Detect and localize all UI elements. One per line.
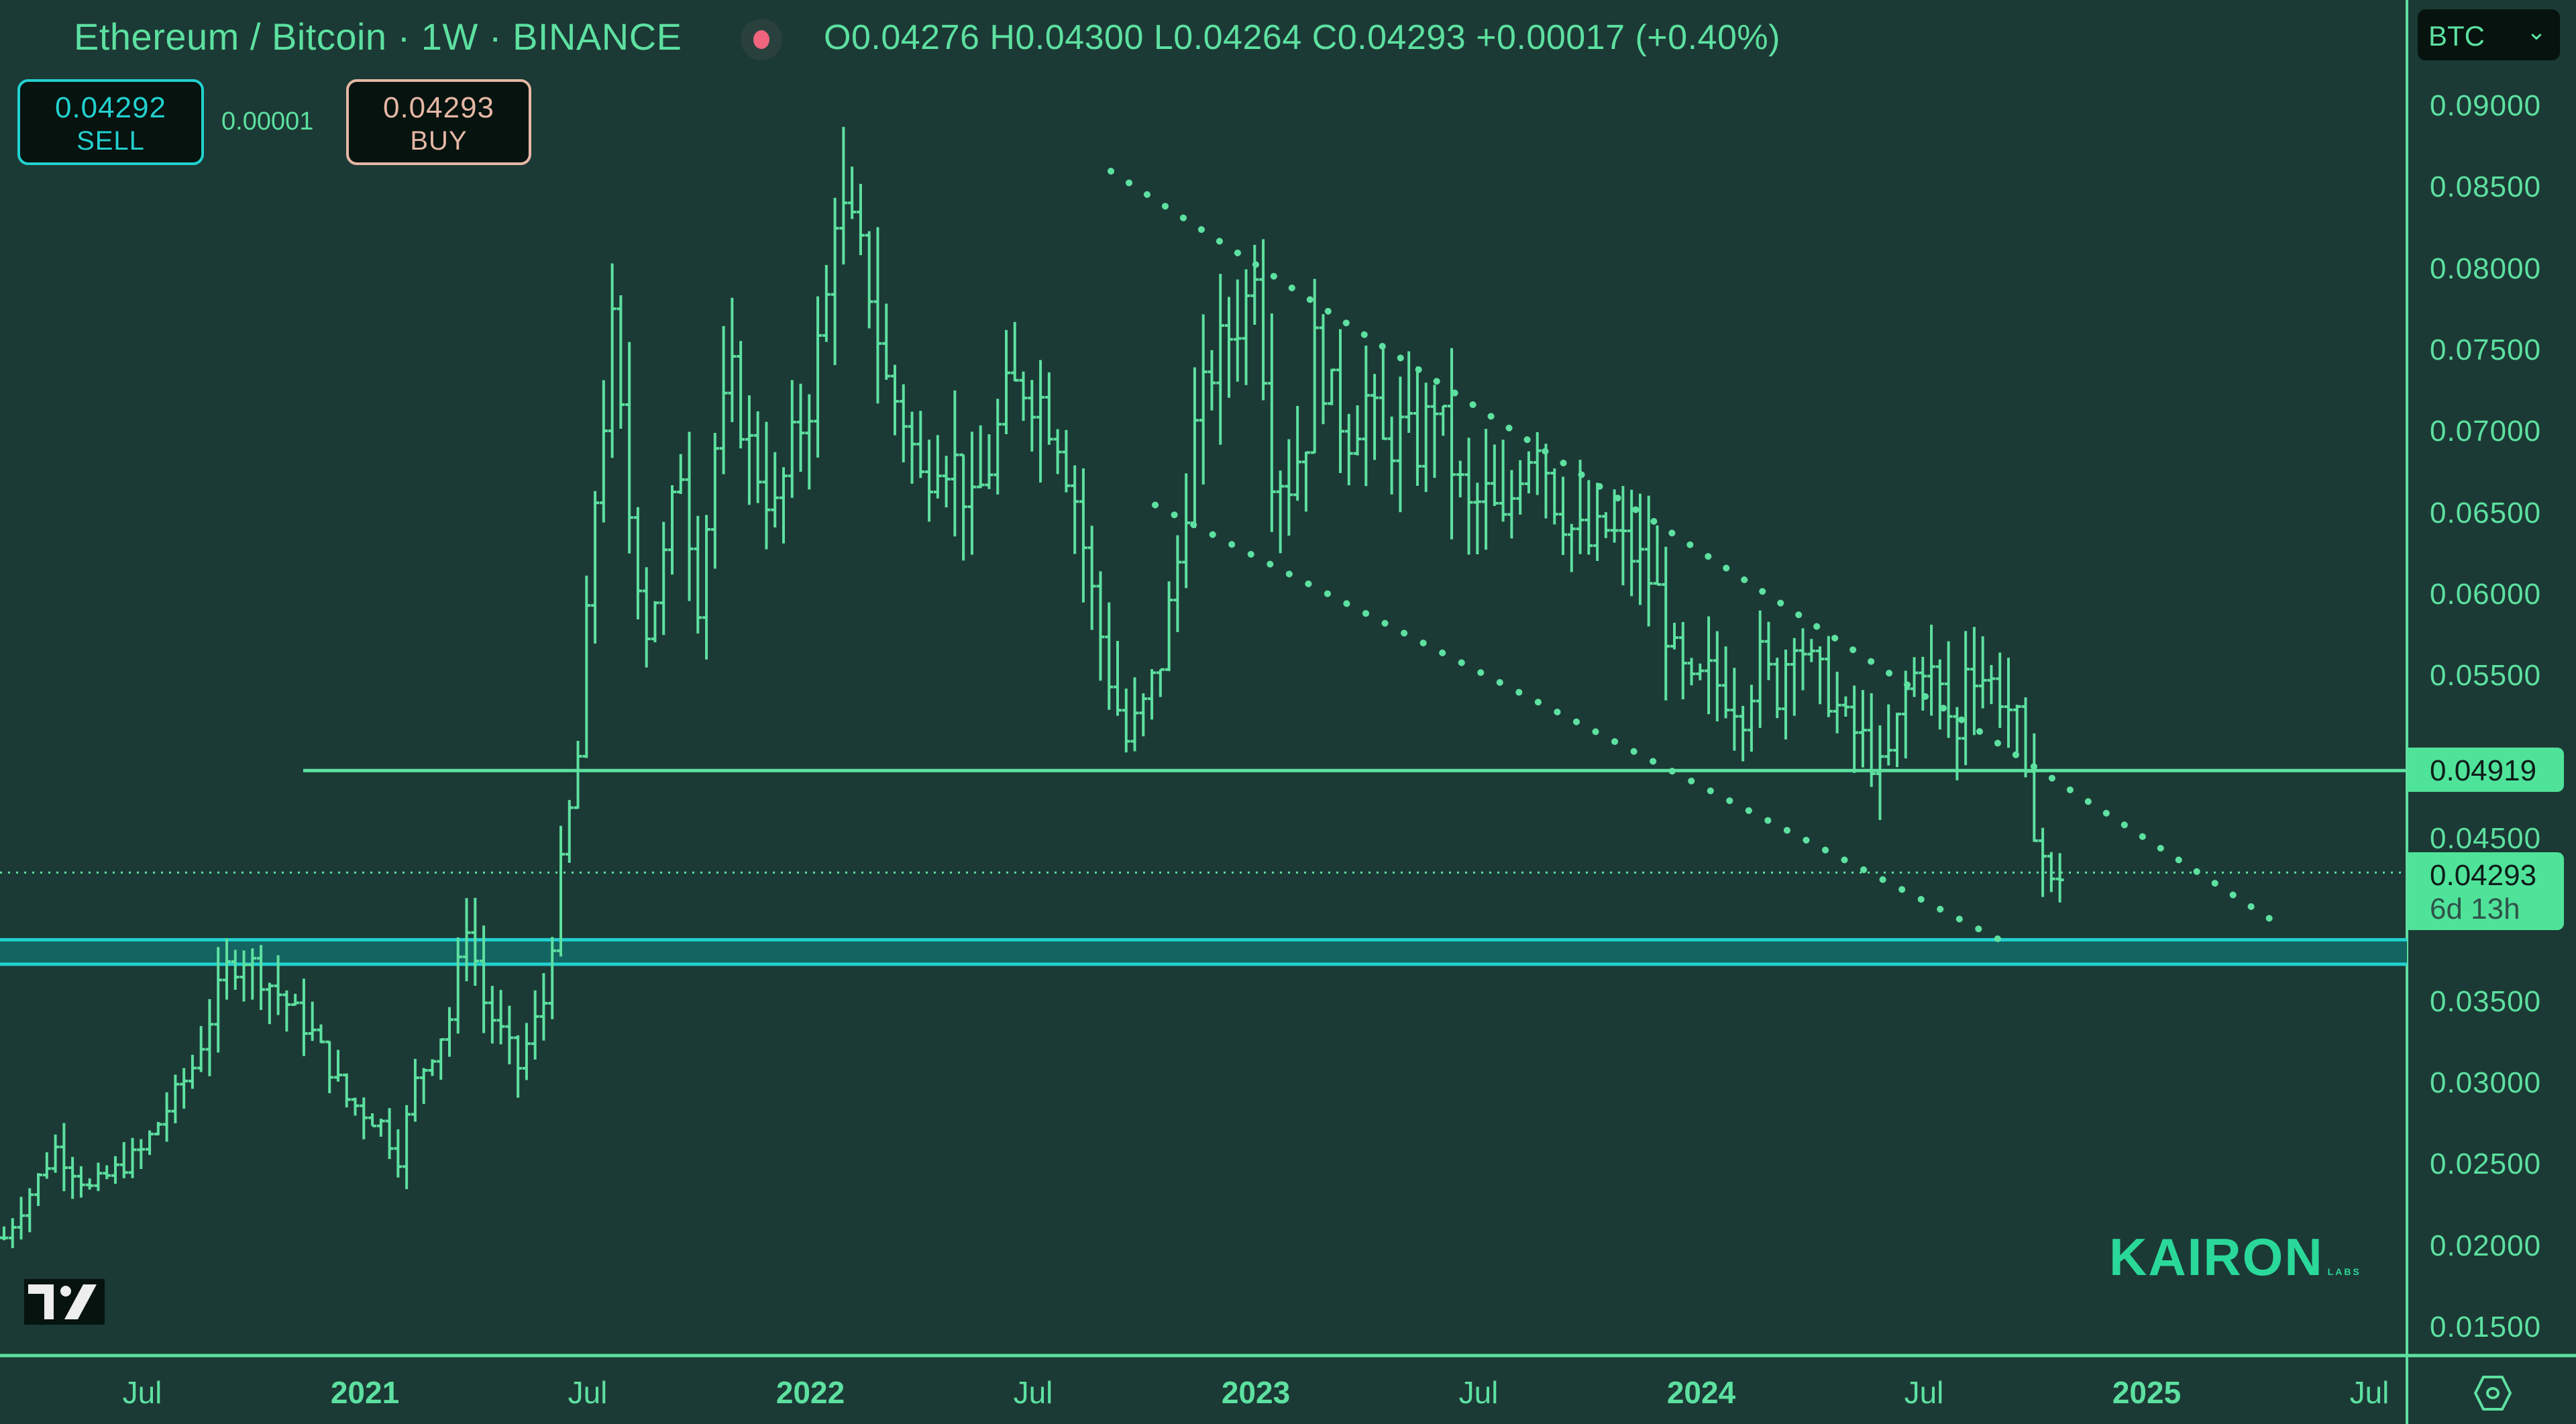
low-value: L0.04264 [1153,18,1302,57]
price-tick-label: 0.02000 [2430,1229,2542,1262]
current-price-tag: 0.04293 6d 13h [2408,852,2564,930]
time-tick-label: 2024 [1666,1375,1736,1410]
ohlc-values: O0.04276 H0.04300 L0.04264 C0.04293 +0.0… [824,17,1780,58]
buy-label: BUY [410,126,468,156]
time-tick-label: Jul [122,1375,162,1410]
price-tick-label: 0.02500 [2430,1148,2542,1181]
buy-price: 0.04293 [382,91,495,124]
channel-lower-trendline[interactable] [1152,501,2012,948]
price-tick-label: 0.08500 [2430,170,2542,204]
kairon-labs-watermark: KAIRON LABS [2109,1227,2361,1288]
chart-settings-icon[interactable] [2473,1373,2513,1413]
time-tick-label: Jul [1458,1375,1499,1410]
channel-upper-trendline[interactable] [1108,168,2288,932]
support-zone[interactable] [0,939,2407,964]
change-value: +0.00017 (+0.40%) [1476,18,1780,57]
time-tick-label: Jul [568,1375,608,1410]
price-tick-label: 0.03500 [2430,984,2542,1018]
spread-value: 0.00001 [221,107,314,136]
symbol-title[interactable]: Ethereum / Bitcoin · 1W · BINANCE [74,15,682,58]
sell-price: 0.04292 [54,91,167,124]
bar-countdown: 6d 13h [2430,893,2520,925]
currency-selector[interactable]: BTC ⌄ [2418,9,2560,60]
current-price: 0.04293 [2430,859,2537,892]
ohlc-bars [0,127,2064,1248]
price-tick-label: 0.01500 [2430,1310,2542,1343]
time-tick-label: 2025 [2112,1375,2182,1410]
currency-value: BTC [2428,20,2485,52]
price-tick-label: 0.06500 [2430,496,2542,529]
price-tick-label: 0.09000 [2430,89,2542,122]
time-tick-label: 2021 [330,1375,400,1410]
resistance-price-tag: 0.04919 [2408,748,2564,792]
open-value: O0.04276 [824,18,980,57]
sell-button[interactable]: 0.04292 SELL [17,79,204,165]
time-tick-label: Jul [1904,1375,1944,1410]
time-tick-label: Jul [2349,1375,2390,1410]
buy-button[interactable]: 0.04293 BUY [346,79,531,165]
resistance-price: 0.04919 [2430,754,2537,787]
price-tick-label: 0.07000 [2430,415,2542,448]
tradingview-logo-icon[interactable] [24,1279,105,1325]
high-value: H0.04300 [989,18,1144,57]
time-tick-label: 2023 [1221,1375,1291,1410]
chevron-down-icon: ⌄ [2526,17,2546,45]
market-status-indicator [741,19,782,60]
close-value: C0.04293 [1311,18,1466,57]
price-tick-label: 0.07500 [2430,333,2542,366]
time-tick-label: 2022 [775,1375,845,1410]
price-tick-label: 0.05500 [2430,659,2542,693]
market-closed-dot-icon [753,30,769,49]
sell-label: SELL [76,126,145,156]
watermark-sub: LABS [2327,1266,2361,1277]
price-tick-label: 0.08000 [2430,252,2542,285]
watermark-brand: KAIRON [2109,1227,2324,1286]
time-tick-label: Jul [1013,1375,1053,1410]
price-tick-label: 0.06000 [2430,577,2542,611]
price-tick-label: 0.03000 [2430,1066,2542,1099]
price-tick-label: 0.04500 [2430,821,2542,855]
